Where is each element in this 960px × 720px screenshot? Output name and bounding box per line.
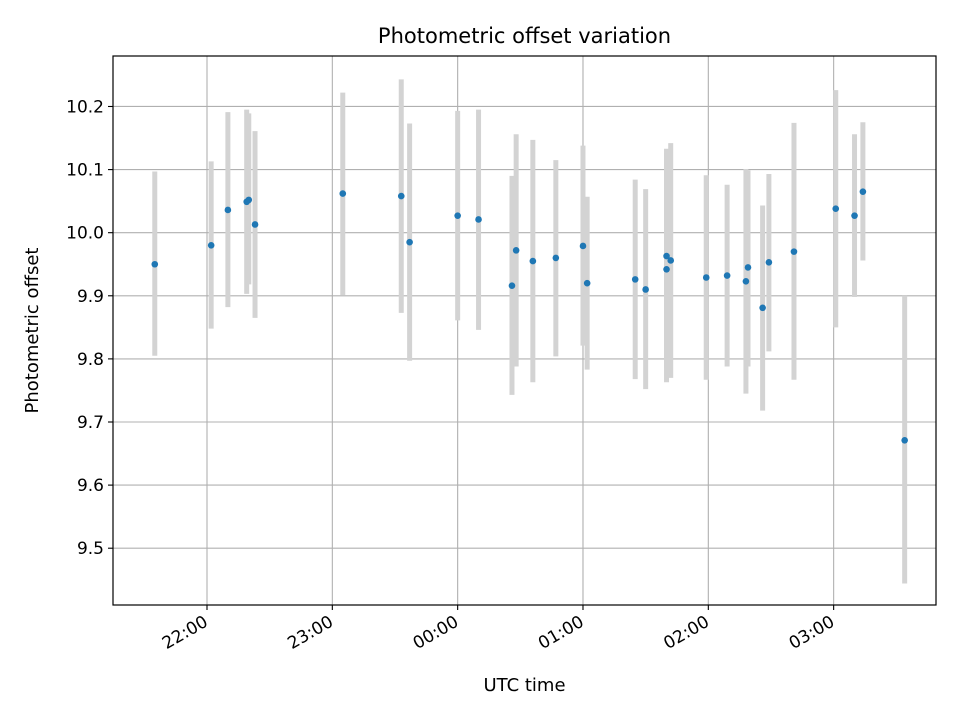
- y-tick-label: 9.7: [77, 413, 104, 433]
- plot-frame: [112, 55, 937, 606]
- data-point: [579, 242, 587, 250]
- data-point: [723, 272, 731, 279]
- data-point: [765, 259, 773, 266]
- x-tick-label: 22:00: [159, 612, 211, 654]
- y-tick-label: 9.8: [77, 350, 104, 370]
- data-point: [663, 252, 670, 260]
- point-layer: [151, 188, 908, 444]
- y-tick-label: 9.5: [77, 539, 104, 559]
- data-point: [583, 279, 591, 287]
- data-point: [859, 188, 867, 195]
- data-point: [702, 274, 710, 281]
- data-point: [475, 216, 482, 223]
- data-point: [339, 190, 347, 197]
- y-axis-label: Photometric offset: [22, 248, 43, 414]
- data-point: [397, 192, 405, 200]
- data-point: [667, 257, 675, 264]
- y-tick-label: 10.0: [66, 224, 104, 244]
- data-point: [851, 212, 858, 219]
- data-point: [224, 206, 232, 214]
- data-point: [552, 254, 560, 262]
- x-tick-label: 03:00: [786, 612, 838, 654]
- data-point: [631, 276, 639, 283]
- data-point: [508, 282, 516, 289]
- x-axis-label: UTC time: [483, 675, 565, 696]
- data-point: [454, 212, 461, 219]
- y-tick-label: 10.1: [66, 161, 104, 181]
- data-point: [832, 205, 840, 213]
- x-tick-label: 01:00: [535, 612, 587, 654]
- y-tick-label: 9.6: [77, 476, 104, 496]
- y-tick-label: 10.2: [66, 97, 104, 117]
- grid-layer: [113, 56, 936, 605]
- data-point: [207, 242, 215, 249]
- data-point: [742, 277, 750, 285]
- errorbar-layer: [152, 79, 908, 584]
- data-point: [529, 257, 537, 265]
- tick-layer: 22:00 23:00 00:00 01:00 02:00 03:00 9.5 9.6 9.7 9…: [66, 97, 838, 653]
- data-point: [901, 437, 908, 444]
- data-point: [759, 304, 766, 312]
- data-point: [790, 248, 798, 255]
- data-point: [245, 196, 253, 204]
- data-point: [744, 264, 752, 271]
- y-tick-label: 9.9: [77, 287, 104, 307]
- x-tick-label: 23:00: [284, 612, 336, 654]
- data-point: [406, 238, 413, 246]
- data-point: [151, 260, 159, 268]
- data-point: [663, 265, 670, 273]
- x-tick-label: 02:00: [660, 612, 712, 654]
- data-point: [642, 286, 649, 293]
- data-point: [512, 247, 520, 254]
- data-point: [251, 221, 259, 228]
- chart-title: Photometric offset variation: [378, 24, 671, 48]
- x-tick-label: 00:00: [410, 612, 462, 654]
